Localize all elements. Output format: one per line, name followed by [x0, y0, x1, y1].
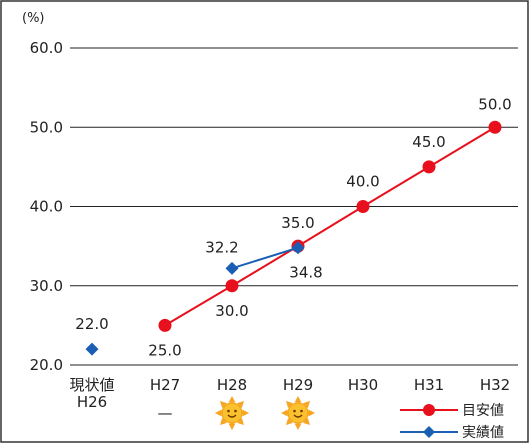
x-tick-label: H28 [217, 376, 247, 394]
data-point-actual [291, 241, 305, 255]
data-label: 32.2 [205, 238, 238, 256]
y-axis-unit: (%) [22, 11, 45, 26]
legend-marker [423, 404, 435, 416]
x-tick-label: H27 [150, 376, 180, 394]
y-tick-label: 60.0 [30, 39, 63, 57]
series-line-target [164, 126, 496, 327]
series-line-actual [231, 246, 299, 270]
data-point-actual [85, 342, 99, 356]
x-tick-label: 現状値 H26 [69, 376, 114, 411]
data-point-actual [225, 261, 239, 275]
data-label: 30.0 [215, 302, 248, 320]
data-label: 45.0 [412, 133, 445, 151]
data-label: 50.0 [478, 95, 511, 113]
data-label: 25.0 [148, 341, 181, 359]
data-label: 34.8 [289, 264, 322, 282]
y-tick-label: 20.0 [30, 356, 63, 374]
legend-marker [423, 426, 435, 438]
y-tick-label: 40.0 [30, 198, 63, 216]
x-tick-label: H29 [283, 376, 313, 394]
sun-icon [281, 396, 315, 430]
sun-icon [215, 396, 249, 430]
x-tick-label: H30 [348, 376, 378, 394]
data-point-target [356, 200, 370, 213]
y-tick-label: 50.0 [30, 118, 63, 136]
data-point-target [225, 279, 239, 293]
data-label: 22.0 [75, 315, 108, 333]
evaluation-dash: — [158, 404, 173, 422]
data-point-target [488, 120, 502, 134]
data-label: 40.0 [346, 173, 379, 191]
data-point-target [158, 318, 172, 332]
legend-label: 実績値 [462, 425, 504, 441]
x-tick-label: H32 [480, 376, 510, 394]
x-tick-label: H31 [414, 376, 444, 394]
y-tick-label: 30.0 [30, 277, 63, 295]
data-label: 35.0 [281, 214, 314, 232]
data-point-target [422, 160, 436, 174]
legend-label: 目安値 [462, 403, 504, 419]
